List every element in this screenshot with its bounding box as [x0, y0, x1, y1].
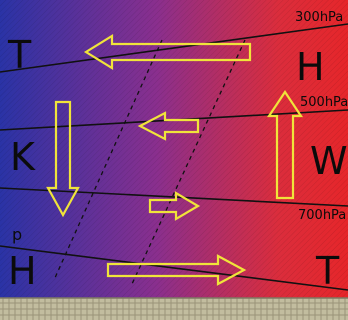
dashed-axis-line-2 — [131, 39, 246, 285]
pressure-level-300: 300hPa — [295, 10, 343, 25]
isobar-300hpa — [0, 23, 348, 73]
isobar-700hpa — [0, 187, 348, 207]
upper-outflow-arrow — [83, 34, 252, 70]
pressure-axis-label: p — [12, 225, 22, 244]
isobar-surface — [0, 245, 348, 291]
left-top-label: T — [7, 33, 32, 77]
background-hatch — [0, 0, 348, 300]
pressure-level-500: 500hPa — [300, 95, 348, 110]
dashed-axis-line-1 — [53, 39, 163, 281]
right-top-label: H — [296, 45, 325, 89]
right-bottom-label: T — [315, 249, 340, 293]
left-middle-label: K — [10, 135, 36, 179]
mid-outflow-arrow — [137, 111, 200, 141]
subsidence-arrow — [46, 100, 80, 218]
ground-strip — [0, 298, 348, 320]
pressure-level-700: 700hPa — [298, 208, 346, 223]
left-bottom-label: H — [8, 249, 37, 293]
surface-inflow-arrow — [106, 254, 247, 286]
right-middle-label: W — [310, 139, 348, 183]
ascent-arrow — [266, 90, 304, 200]
low-level-inflow-arrow — [148, 191, 201, 221]
